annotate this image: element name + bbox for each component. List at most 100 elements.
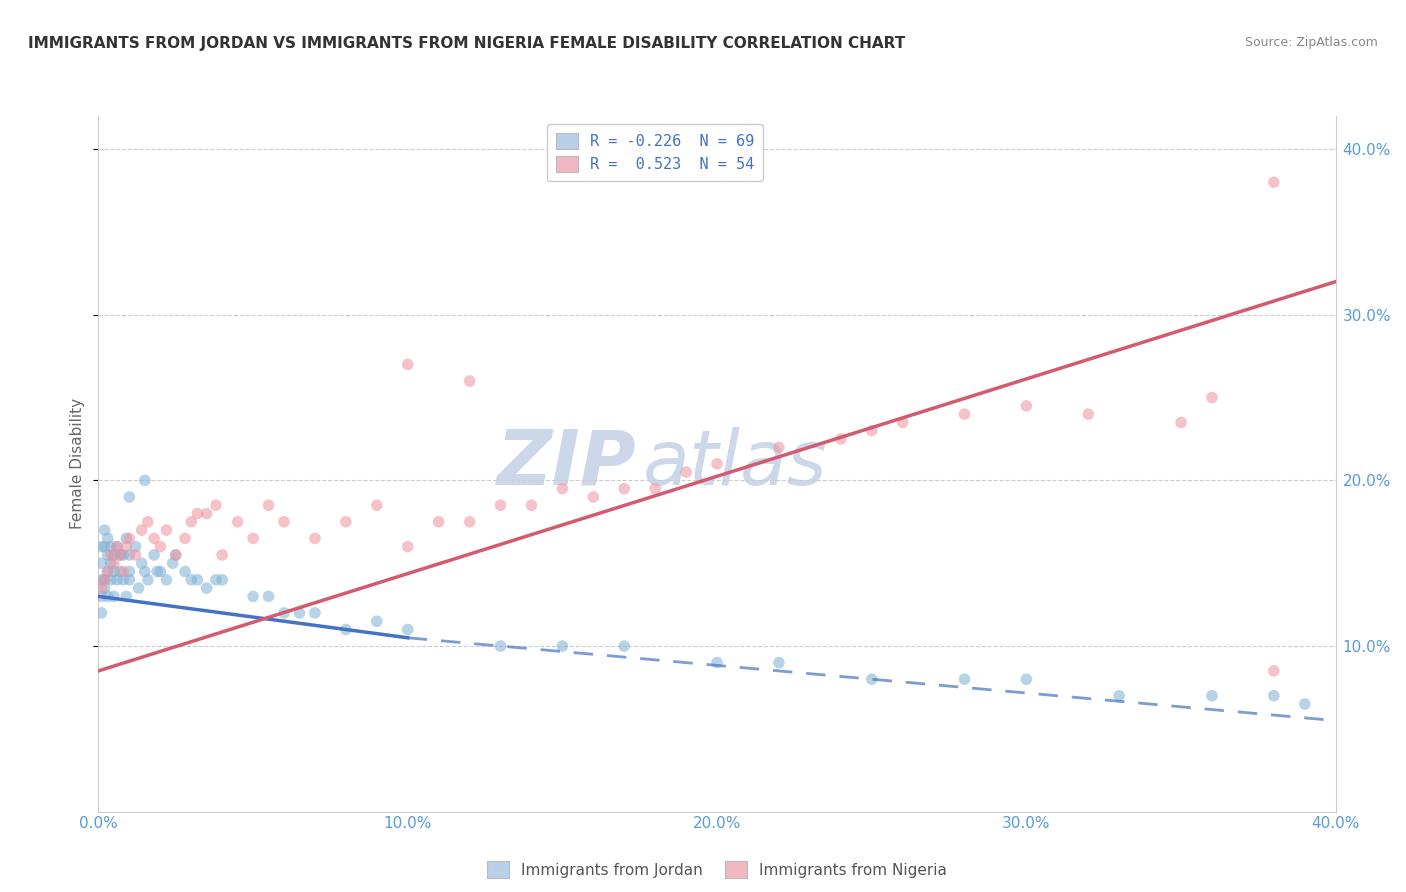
Point — [105, 540, 128, 554]
Point — [1263, 689, 1285, 703]
Point — [186, 573, 208, 587]
Point — [165, 548, 187, 562]
Point — [118, 490, 141, 504]
Point — [131, 556, 153, 570]
Point — [149, 540, 172, 554]
Point — [613, 482, 636, 496]
Point — [115, 590, 138, 604]
Point — [427, 515, 450, 529]
Point — [273, 515, 295, 529]
Point — [953, 672, 976, 686]
Point — [136, 515, 159, 529]
Point — [108, 548, 131, 562]
Point — [136, 573, 159, 587]
Point — [134, 474, 156, 488]
Point — [128, 581, 150, 595]
Point — [489, 498, 512, 512]
Point — [211, 548, 233, 562]
Point — [520, 498, 543, 512]
Point — [273, 606, 295, 620]
Point — [675, 465, 697, 479]
Point — [860, 672, 883, 686]
Point — [180, 515, 202, 529]
Point — [551, 482, 574, 496]
Point — [1263, 175, 1285, 189]
Point — [134, 565, 156, 579]
Point — [118, 548, 141, 562]
Point — [489, 639, 512, 653]
Point — [551, 639, 574, 653]
Point — [131, 523, 153, 537]
Point — [226, 515, 249, 529]
Point — [1294, 697, 1316, 711]
Point — [1077, 407, 1099, 421]
Text: ZIP: ZIP — [496, 427, 637, 500]
Point — [90, 573, 112, 587]
Point — [644, 482, 666, 496]
Point — [112, 565, 135, 579]
Point — [90, 590, 112, 604]
Point — [97, 565, 120, 579]
Point — [93, 581, 115, 595]
Point — [1015, 399, 1038, 413]
Point — [768, 440, 790, 454]
Point — [1263, 664, 1285, 678]
Point — [953, 407, 976, 421]
Point — [100, 556, 122, 570]
Point — [103, 556, 125, 570]
Point — [100, 540, 122, 554]
Point — [1201, 391, 1223, 405]
Point — [97, 548, 120, 562]
Point — [242, 590, 264, 604]
Point — [90, 581, 112, 595]
Y-axis label: Female Disability: Female Disability — [70, 398, 86, 530]
Point — [257, 498, 280, 512]
Point — [613, 639, 636, 653]
Point — [335, 623, 357, 637]
Point — [143, 532, 166, 546]
Point — [205, 498, 228, 512]
Legend: Immigrants from Jordan, Immigrants from Nigeria: Immigrants from Jordan, Immigrants from … — [481, 855, 953, 884]
Point — [366, 498, 388, 512]
Point — [124, 548, 146, 562]
Point — [174, 565, 197, 579]
Point — [195, 507, 218, 521]
Point — [100, 548, 122, 562]
Point — [180, 573, 202, 587]
Point — [108, 548, 131, 562]
Point — [146, 565, 169, 579]
Point — [155, 523, 177, 537]
Point — [97, 532, 120, 546]
Point — [118, 573, 141, 587]
Point — [458, 374, 481, 388]
Point — [93, 573, 115, 587]
Point — [396, 358, 419, 372]
Point — [706, 457, 728, 471]
Point — [162, 556, 184, 570]
Point — [706, 656, 728, 670]
Point — [100, 573, 122, 587]
Point — [335, 515, 357, 529]
Point — [1170, 416, 1192, 430]
Point — [1015, 672, 1038, 686]
Point — [93, 540, 115, 554]
Point — [103, 590, 125, 604]
Point — [112, 573, 135, 587]
Point — [582, 490, 605, 504]
Point — [165, 548, 187, 562]
Point — [124, 540, 146, 554]
Point — [97, 565, 120, 579]
Point — [257, 590, 280, 604]
Point — [108, 565, 131, 579]
Point — [118, 565, 141, 579]
Point — [90, 606, 112, 620]
Point — [90, 540, 112, 554]
Point — [115, 540, 138, 554]
Point — [105, 573, 128, 587]
Point — [242, 532, 264, 546]
Point — [366, 614, 388, 628]
Point — [174, 532, 197, 546]
Point — [396, 540, 419, 554]
Point — [304, 532, 326, 546]
Point — [105, 540, 128, 554]
